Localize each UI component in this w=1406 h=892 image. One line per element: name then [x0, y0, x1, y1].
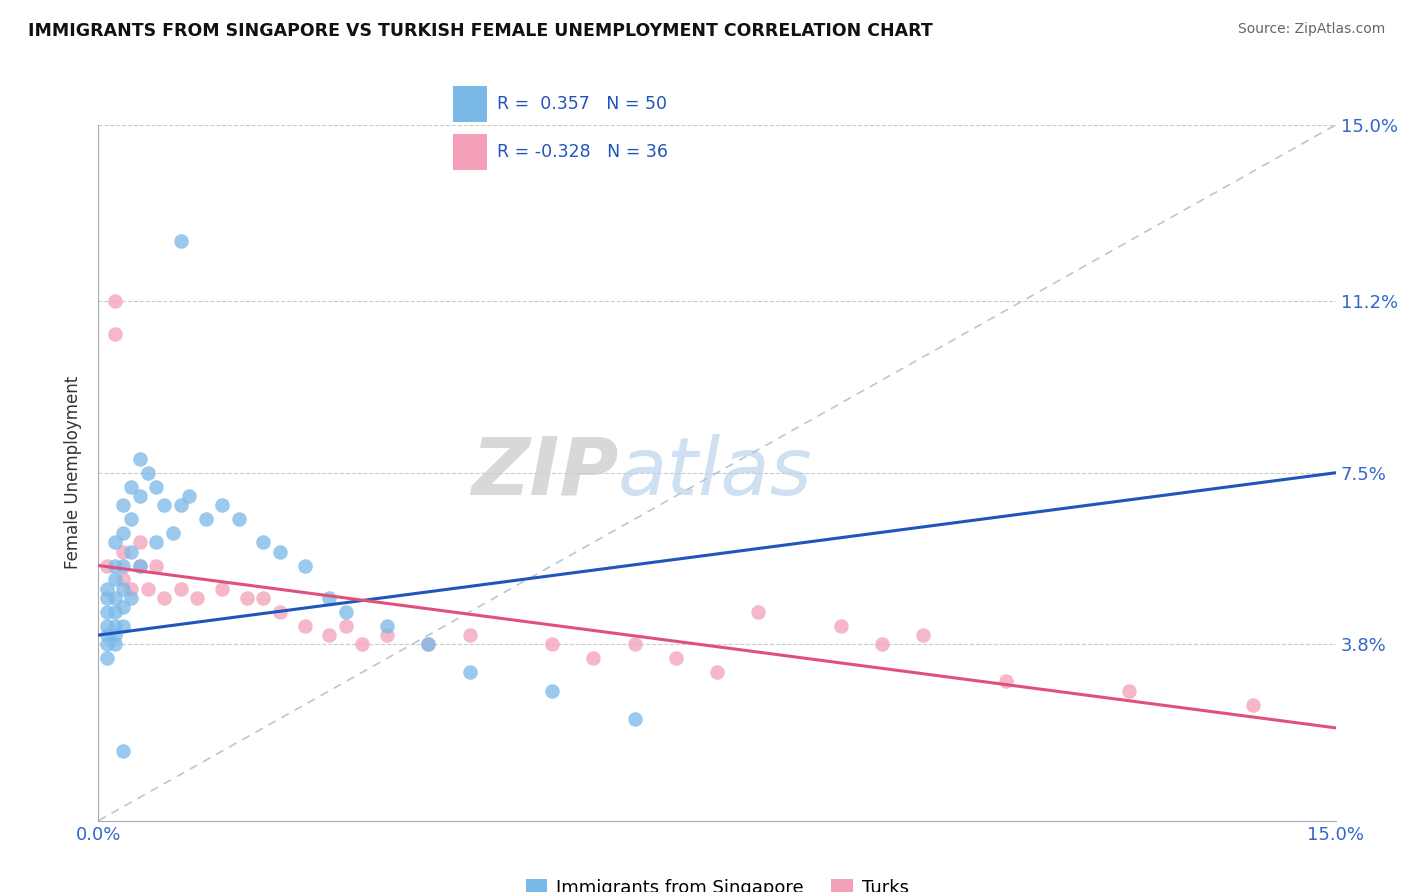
Point [96, 619, 118, 633]
Point [912, 628, 935, 642]
Point [294, 619, 316, 633]
Point [170, 582, 193, 596]
Point [145, 480, 167, 494]
Legend: Immigrants from Singapore, Turks: Immigrants from Singapore, Turks [519, 871, 915, 892]
Point [541, 683, 564, 698]
Point [623, 637, 645, 651]
Text: R = -0.328   N = 36: R = -0.328 N = 36 [496, 143, 668, 161]
Point [112, 573, 135, 587]
Point [418, 637, 440, 651]
Point [294, 558, 316, 573]
Point [335, 605, 357, 619]
Point [104, 628, 127, 642]
Point [179, 489, 201, 503]
Point [112, 619, 135, 633]
Point [153, 591, 176, 605]
Point [623, 712, 645, 726]
Bar [453, 135, 486, 170]
Text: Source: ZipAtlas.com: Source: ZipAtlas.com [1237, 22, 1385, 37]
Bar [453, 87, 486, 122]
Point [96, 628, 118, 642]
Point [145, 558, 167, 573]
Point [830, 619, 852, 633]
Point [120, 582, 142, 596]
Point [104, 326, 127, 341]
Point [252, 591, 274, 605]
Point [418, 637, 440, 651]
Point [104, 605, 127, 619]
Point [1118, 683, 1140, 698]
Point [194, 512, 217, 526]
Point [153, 498, 176, 512]
Point [120, 512, 142, 526]
Point [104, 637, 127, 651]
Point [318, 628, 340, 642]
Point [211, 582, 233, 596]
Point [128, 451, 150, 466]
Y-axis label: Female Unemployment: Female Unemployment [65, 376, 83, 569]
Point [112, 600, 135, 615]
Point [128, 535, 150, 549]
Point [582, 651, 605, 665]
Point [96, 582, 118, 596]
Point [104, 573, 127, 587]
Point [96, 651, 118, 665]
Point [170, 234, 193, 248]
Point [541, 637, 564, 651]
Point [128, 558, 150, 573]
Point [318, 591, 340, 605]
Point [145, 535, 167, 549]
Point [747, 605, 769, 619]
Point [458, 665, 481, 680]
Point [112, 744, 135, 758]
Point [706, 665, 728, 680]
Point [104, 619, 127, 633]
Text: ZIP: ZIP [471, 434, 619, 512]
Point [228, 512, 250, 526]
Point [120, 591, 142, 605]
Point [136, 582, 159, 596]
Text: atlas: atlas [619, 434, 813, 512]
Point [104, 591, 127, 605]
Point [211, 498, 233, 512]
Point [186, 591, 208, 605]
Point [375, 619, 398, 633]
Point [96, 637, 118, 651]
Point [236, 591, 259, 605]
Point [252, 535, 274, 549]
Point [96, 605, 118, 619]
Point [994, 674, 1017, 689]
Text: R =  0.357   N = 50: R = 0.357 N = 50 [496, 95, 666, 112]
Point [120, 480, 142, 494]
Point [162, 526, 184, 541]
Point [335, 619, 357, 633]
Point [458, 628, 481, 642]
Point [112, 526, 135, 541]
Point [104, 558, 127, 573]
Text: IMMIGRANTS FROM SINGAPORE VS TURKISH FEMALE UNEMPLOYMENT CORRELATION CHART: IMMIGRANTS FROM SINGAPORE VS TURKISH FEM… [28, 22, 932, 40]
Point [128, 558, 150, 573]
Point [104, 535, 127, 549]
Point [96, 591, 118, 605]
Point [170, 498, 193, 512]
Point [104, 294, 127, 309]
Point [375, 628, 398, 642]
Point [269, 544, 291, 558]
Point [665, 651, 688, 665]
Point [112, 582, 135, 596]
Point [136, 466, 159, 480]
Point [870, 637, 893, 651]
Point [120, 544, 142, 558]
Point [112, 498, 135, 512]
Point [112, 544, 135, 558]
Point [1241, 698, 1264, 712]
Point [128, 489, 150, 503]
Point [352, 637, 374, 651]
Point [112, 558, 135, 573]
Point [269, 605, 291, 619]
Point [96, 558, 118, 573]
